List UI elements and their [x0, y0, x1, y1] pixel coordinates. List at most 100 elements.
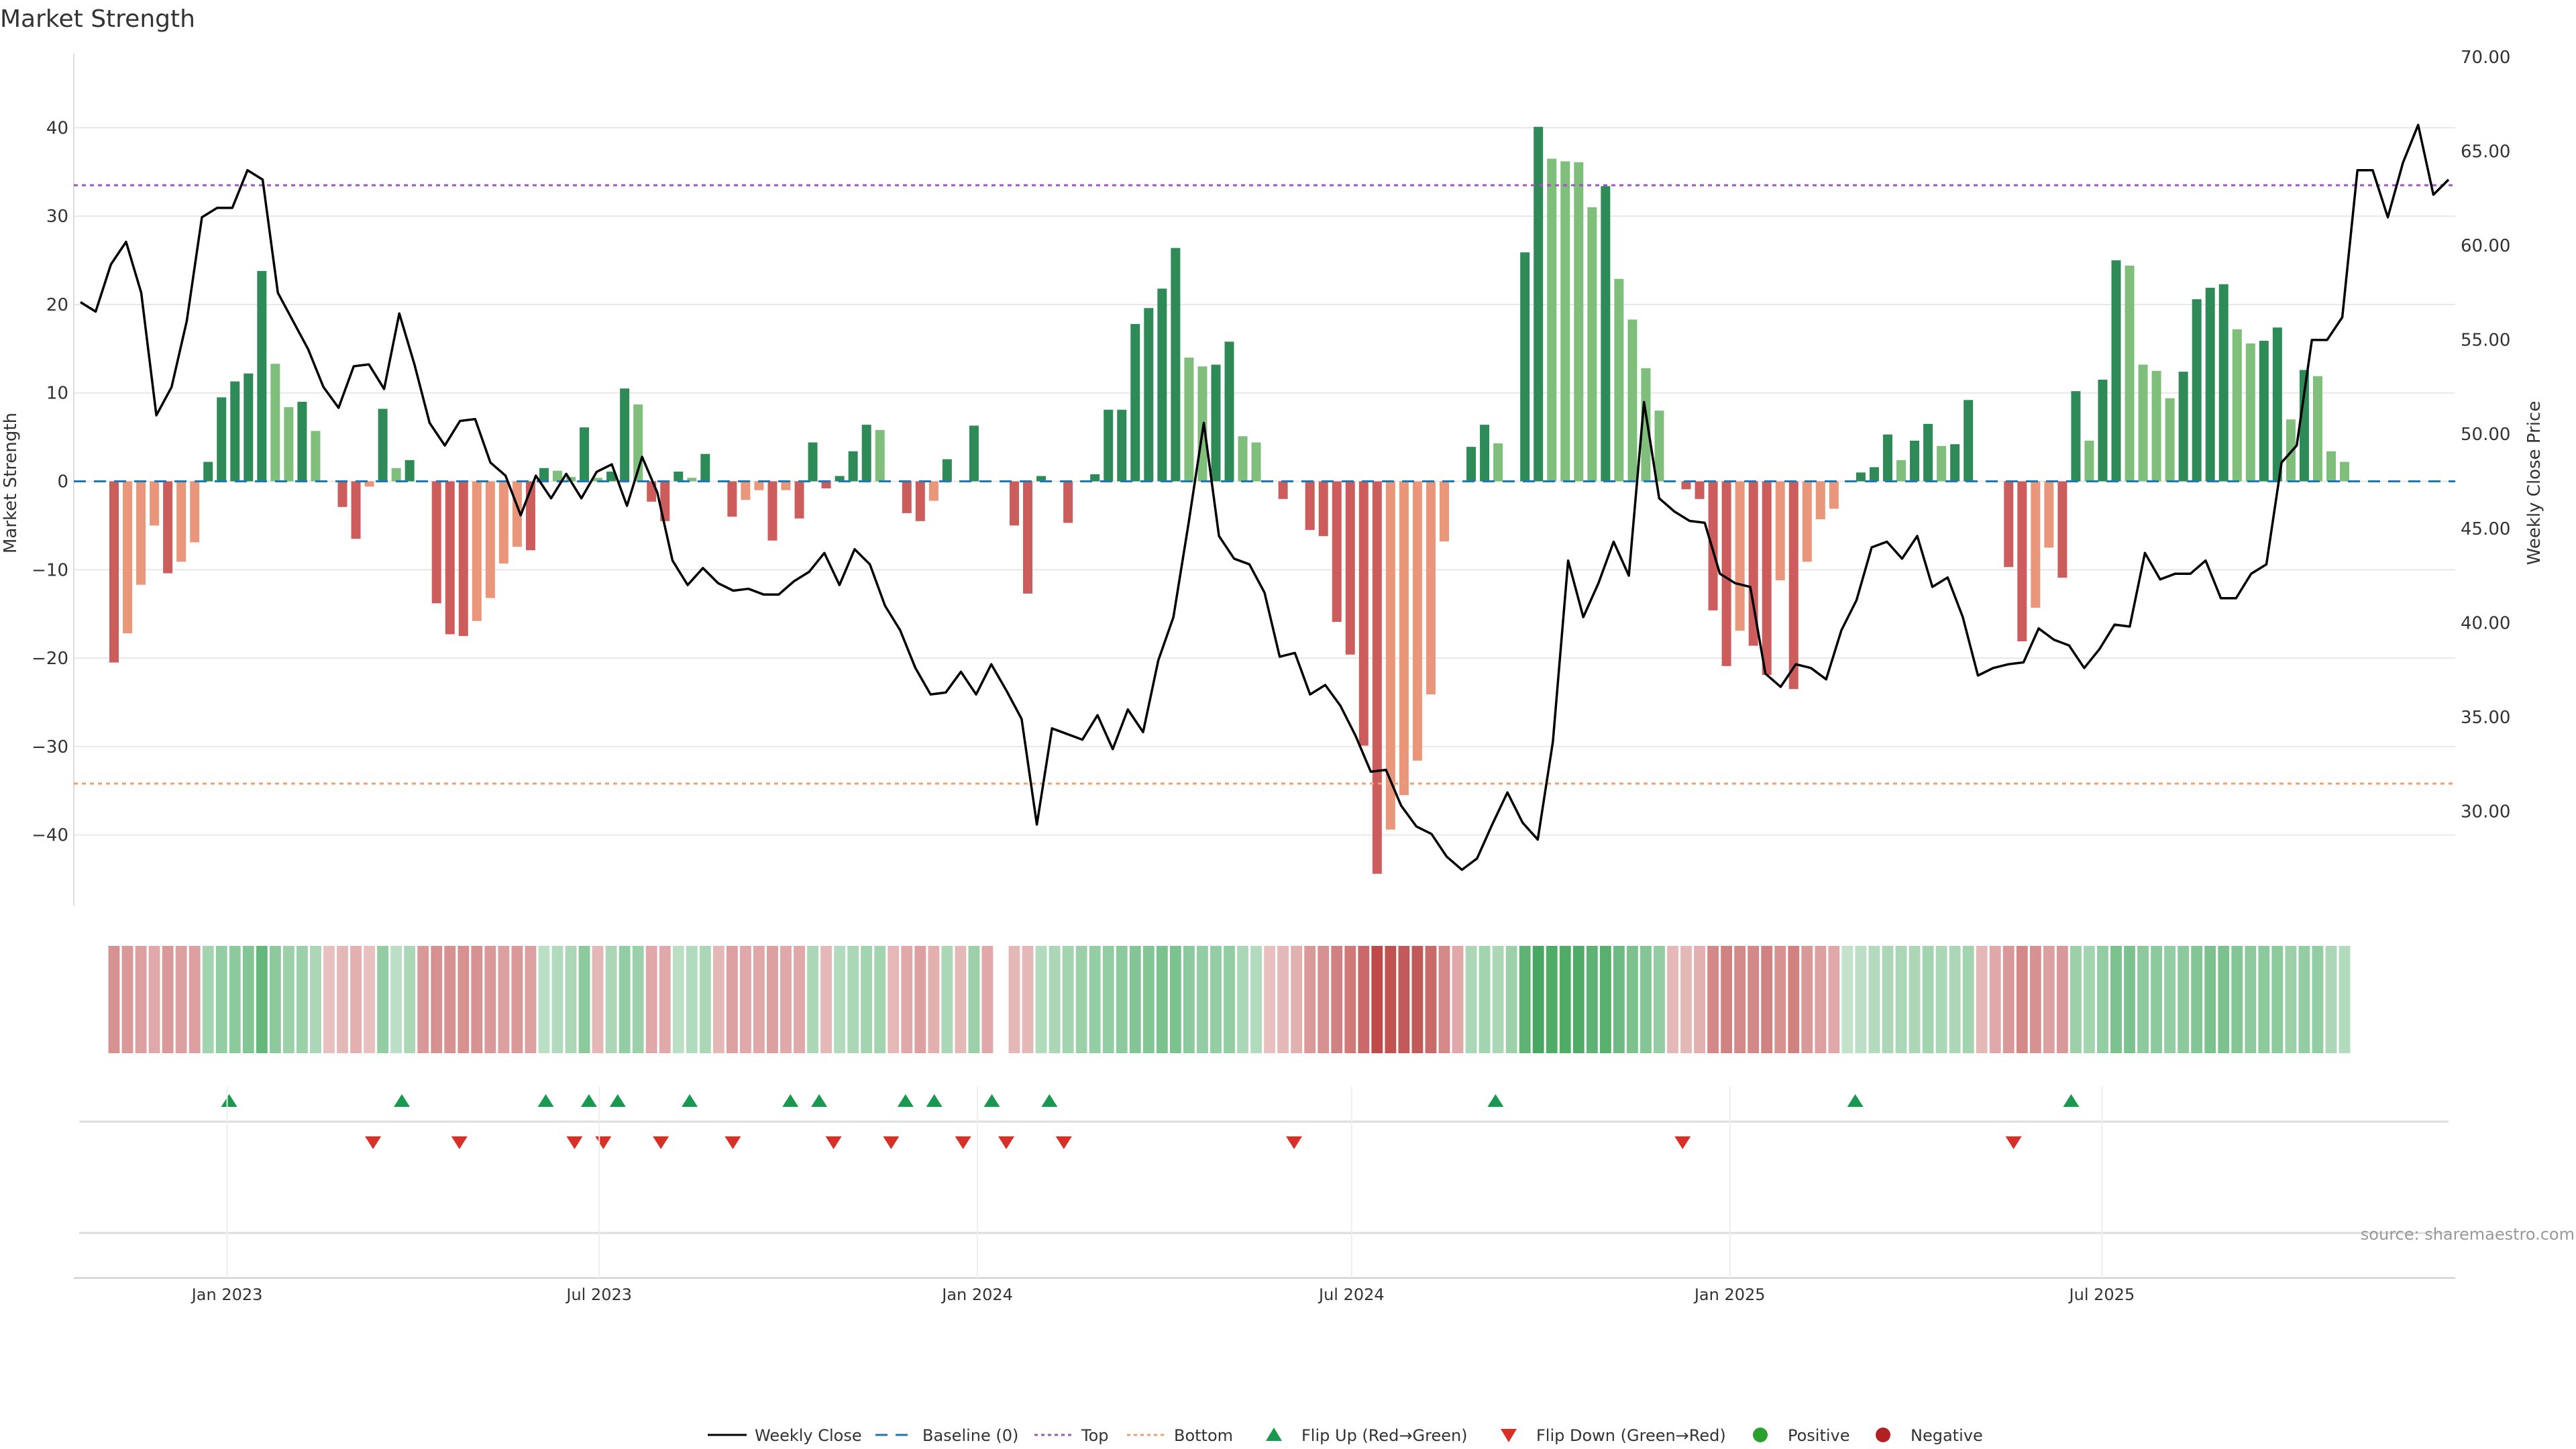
- flip-up-marker: [580, 1094, 597, 1107]
- heat-cell: [1855, 946, 1867, 1053]
- strength-bar: [2205, 287, 2215, 482]
- heat-cell: [242, 946, 254, 1053]
- heat-cell: [1129, 946, 1141, 1053]
- heat-cell: [1546, 946, 1558, 1053]
- strength-bar: [1426, 481, 1436, 695]
- strength-bar: [835, 476, 845, 482]
- flip-down-marker: [365, 1136, 382, 1149]
- heat-cell: [390, 946, 402, 1053]
- x-tick-label: Jul 2024: [1318, 1285, 1385, 1304]
- strength-bar: [1278, 481, 1288, 499]
- heat-cell: [215, 946, 227, 1053]
- strength-bar: [2084, 440, 2094, 482]
- left-tick-label: 10: [46, 384, 68, 404]
- heat-cell: [2258, 946, 2270, 1053]
- strength-bar: [1614, 278, 1624, 482]
- heat-cell: [659, 946, 671, 1053]
- right-tick-label: 65.00: [2461, 142, 2510, 162]
- strength-bar: [1117, 409, 1127, 482]
- heat-cell: [189, 946, 201, 1053]
- strength-bar: [1023, 481, 1033, 594]
- heat-cell: [726, 946, 738, 1053]
- heat-cell: [1385, 946, 1397, 1053]
- strength-bar: [176, 481, 186, 562]
- heat-cell: [1197, 946, 1208, 1053]
- left-tick-label: 0: [57, 472, 68, 492]
- heat-cell: [1626, 946, 1638, 1053]
- strength-bar: [1654, 411, 1664, 482]
- strength-bar: [539, 468, 549, 482]
- heat-cell: [2218, 946, 2230, 1053]
- strength-bar: [1856, 472, 1866, 482]
- strength-bar: [1869, 467, 1879, 482]
- heat-cell: [1532, 946, 1544, 1053]
- heat-cell: [1264, 946, 1276, 1053]
- strength-bar: [2218, 284, 2229, 482]
- heat-cell: [1371, 946, 1383, 1053]
- strength-bar: [606, 472, 616, 482]
- strength-bar: [1641, 368, 1651, 482]
- strength-bar: [915, 481, 925, 521]
- heat-cell: [1976, 946, 1988, 1053]
- strength-bar: [1964, 400, 1974, 482]
- heat-cell: [538, 946, 550, 1053]
- flip-down-marker: [1055, 1136, 1072, 1149]
- flip-up-marker: [897, 1094, 914, 1107]
- heat-cell: [1815, 946, 1827, 1053]
- heat-cell: [2029, 946, 2041, 1053]
- strength-bar: [2044, 481, 2054, 548]
- heat-cell: [1022, 946, 1034, 1053]
- right-tick-label: 60.00: [2461, 236, 2510, 256]
- strength-bar: [767, 481, 777, 541]
- strength-bar: [727, 481, 737, 517]
- strength-bar: [781, 481, 791, 490]
- heat-cell: [1868, 946, 1880, 1053]
- heat-cell: [1250, 946, 1262, 1053]
- heat-cell: [2056, 946, 2068, 1053]
- strength-bar: [1923, 423, 1933, 482]
- heat-cell: [1183, 946, 1195, 1053]
- strength-bar: [848, 451, 858, 482]
- strength-bar: [1829, 481, 1839, 509]
- heat-cell: [1774, 946, 1786, 1053]
- heat-cell: [1237, 946, 1248, 1053]
- heat-cell: [1680, 946, 1692, 1053]
- heat-cell: [1224, 946, 1235, 1053]
- strength-bar: [498, 481, 508, 564]
- heat-cell: [2231, 946, 2243, 1053]
- strength-bar: [1627, 319, 1638, 482]
- right-tick-label: 35.00: [2461, 708, 2510, 728]
- heat-cell: [484, 946, 496, 1053]
- strength-bar: [1144, 308, 1154, 482]
- left-axis-label: Market Strength: [1, 413, 21, 553]
- strength-bar: [902, 481, 912, 513]
- strength-bar: [1534, 127, 1544, 482]
- strength-bar: [1937, 445, 1947, 482]
- heat-cell: [377, 946, 389, 1053]
- strength-bar: [1815, 481, 1825, 520]
- strength-bar: [364, 481, 374, 487]
- strength-bar: [2004, 481, 2014, 568]
- left-tick-label: −10: [32, 560, 68, 580]
- left-tick-label: 40: [46, 118, 68, 138]
- strength-bar: [2178, 372, 2188, 482]
- strength-bar: [1332, 481, 1342, 623]
- heat-cell: [1505, 946, 1517, 1053]
- flip-down-marker: [595, 1136, 612, 1149]
- strength-bar: [1224, 341, 1234, 482]
- strength-bar: [1251, 442, 1261, 482]
- heat-cell: [1586, 946, 1598, 1053]
- strength-bar: [337, 481, 347, 507]
- heat-cell: [1559, 946, 1571, 1053]
- heat-cell: [1049, 946, 1061, 1053]
- strength-bar: [297, 401, 307, 482]
- strength-bar: [2151, 370, 2161, 482]
- weekly-close-line: [80, 123, 2450, 871]
- heat-cell: [1331, 946, 1343, 1053]
- right-tick-label: 45.00: [2461, 519, 2510, 539]
- strength-bar: [472, 481, 482, 621]
- heat-cell: [1156, 946, 1168, 1053]
- strength-bar: [2098, 379, 2108, 482]
- strength-bar: [1775, 481, 1785, 581]
- strength-bar: [378, 409, 388, 482]
